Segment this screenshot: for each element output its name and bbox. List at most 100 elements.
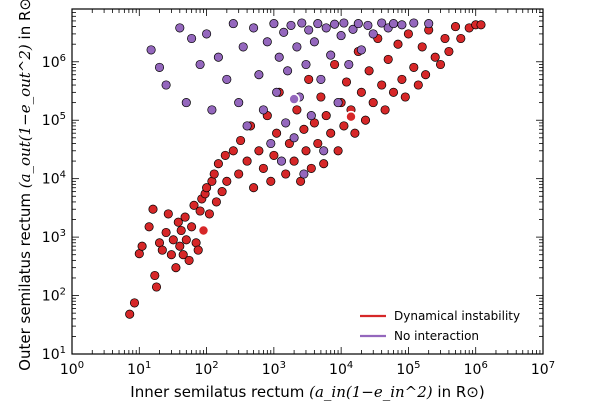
instability-point (220, 150, 230, 160)
instability-point (450, 22, 461, 32)
no-interaction-point (281, 118, 291, 128)
instability-point (242, 156, 252, 166)
instability-point (184, 255, 194, 265)
no-interaction-point (274, 52, 284, 62)
axis-ticks (71, 8, 544, 355)
no-interaction-point (344, 59, 354, 70)
y-axis-label: Outer semilatus rectum (a_out(1−e_out^2)… (16, 0, 34, 371)
instability-point (125, 309, 135, 319)
no-interaction-point (228, 19, 238, 29)
no-interaction-point (249, 23, 259, 33)
instability-point (129, 298, 140, 308)
x-axis-label-prefix: Inner semilatus rectum (130, 383, 309, 401)
instability-point (193, 245, 203, 255)
no-interaction-point (175, 23, 185, 33)
instability-point (383, 54, 393, 64)
no-interaction-point (299, 169, 309, 179)
instability-point (339, 121, 349, 131)
axis-tick-labels: 100 101 102 103 104 105 106 1071011021031041051… (42, 53, 555, 378)
instability-point (393, 39, 403, 49)
instability-point (195, 206, 205, 216)
no-interaction-point (348, 24, 358, 34)
instability-point (187, 222, 197, 232)
no-interaction-point (195, 59, 205, 70)
instability-point (178, 250, 188, 260)
no-interaction-point (286, 20, 296, 30)
instability-point (409, 62, 419, 72)
legend: Dynamical instability No interaction (360, 309, 520, 343)
y-tick-label: 104 (42, 170, 66, 188)
instability-point (350, 128, 360, 138)
instability-point (204, 209, 214, 219)
instability-point (281, 169, 291, 179)
no-interaction-point (326, 50, 336, 60)
no-interaction-point (234, 98, 244, 108)
y-tick-label: 105 (42, 111, 66, 129)
instability-point (321, 111, 331, 121)
instability-point (306, 163, 316, 173)
instability-point (397, 74, 407, 84)
instability-point (435, 59, 446, 70)
no-interaction-point (254, 70, 264, 80)
x-axis-label-suffix: in R⊙) (437, 383, 484, 401)
instability-point (301, 146, 311, 156)
highlighted-point (288, 93, 300, 105)
y-axis-label-math: (a_out(1−e_out^2) (16, 44, 34, 188)
no-interaction-point (279, 27, 289, 37)
instability-point (444, 46, 454, 57)
instability-point (213, 159, 223, 169)
no-interaction-point (313, 19, 323, 29)
no-interaction-point (272, 87, 282, 97)
instability-point (254, 146, 264, 156)
instability-point (249, 183, 259, 193)
no-interaction-point (146, 45, 156, 55)
instability-point (137, 241, 147, 251)
instability-point (157, 245, 167, 255)
instability-point (356, 87, 366, 97)
instability-point (148, 204, 158, 214)
y-tick-label: 101 (42, 345, 66, 363)
instability-point (163, 209, 173, 219)
instability-point (168, 235, 178, 245)
no-interaction-point (154, 62, 165, 72)
no-interaction-point (289, 133, 299, 143)
instability-point (403, 29, 413, 39)
no-interaction-point (207, 105, 217, 115)
instability-point (217, 187, 227, 197)
no-interaction-point (397, 20, 407, 30)
instability-point (266, 176, 276, 186)
no-interaction-point (269, 19, 279, 29)
no-interaction-point (222, 74, 232, 84)
instability-point (333, 146, 343, 156)
y-tick-label: 102 (42, 287, 66, 305)
instability-point (299, 124, 309, 134)
instability-point (189, 200, 199, 210)
instability-point (400, 92, 410, 102)
no-interaction-point (187, 33, 197, 44)
instability-point (330, 59, 340, 70)
instability-point (236, 135, 246, 146)
no-interaction-point (424, 19, 434, 29)
instability-point (388, 87, 399, 97)
no-interaction-point (276, 156, 287, 166)
data-points-layer (125, 18, 486, 319)
x-tick-label: 101 (127, 360, 151, 378)
x-tick-label: 104 (329, 360, 353, 378)
instability-point (209, 169, 219, 179)
no-interaction-point (161, 80, 171, 90)
instability-point (304, 74, 314, 84)
no-interaction-point (309, 37, 319, 47)
y-tick-label: 106 (42, 53, 66, 71)
instability-point (380, 105, 390, 115)
instability-point (364, 66, 374, 76)
no-interaction-point (377, 18, 387, 28)
no-interaction-point (283, 66, 293, 76)
no-interaction-point (368, 29, 378, 39)
instability-point (292, 105, 302, 115)
y-tick-label: 103 (42, 228, 66, 246)
y-axis-label-prefix: Outer semilatus rectum (16, 188, 34, 371)
no-interaction-point (356, 45, 366, 55)
instability-point (476, 20, 486, 30)
x-tick-label: 107 (531, 360, 555, 378)
instability-point (258, 163, 268, 173)
